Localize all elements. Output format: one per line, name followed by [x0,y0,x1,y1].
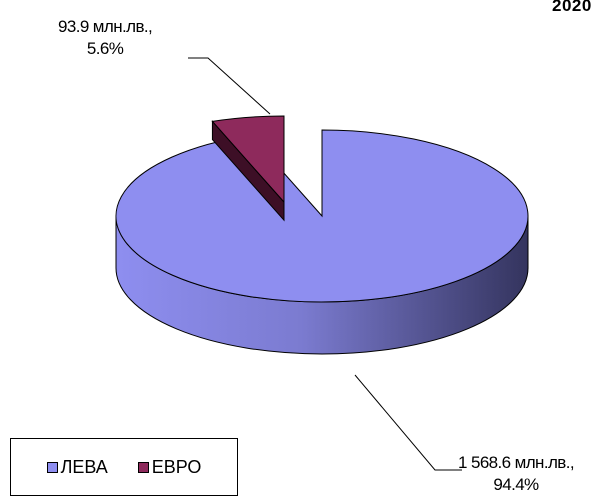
legend: ЛЕВА ЕВРО [10,438,238,496]
leader-line-euro [188,57,271,115]
legend-item-euro: ЕВРО [137,456,202,478]
legend-swatch-euro [137,461,149,473]
data-label-leva: 1 568.6 млн.лв., 94.4% [458,453,575,494]
slice-euro [211,115,285,204]
legend-item-leva: ЛЕВА [46,456,108,478]
slice-leva [115,129,529,303]
legend-label-leva: ЛЕВА [60,456,108,477]
leader-line-leva [354,374,462,471]
legend-label-euro: ЕВРО [151,456,202,477]
data-label-euro: 93.9 млн.лв., 5.6% [58,17,153,58]
chart-title: 2020 [552,0,592,15]
legend-swatch-leva [46,461,58,473]
